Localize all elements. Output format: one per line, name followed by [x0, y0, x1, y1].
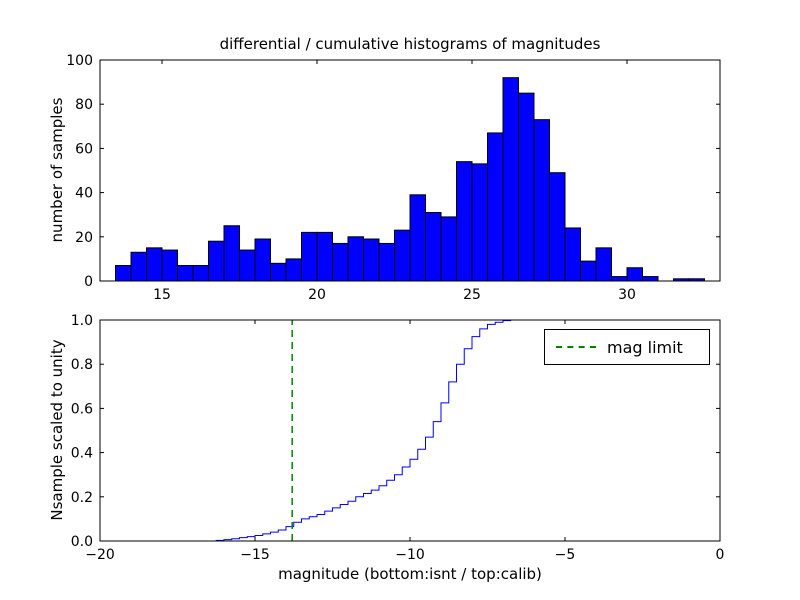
- histogram-bar: [642, 276, 659, 282]
- x-tick-label: −5: [555, 547, 576, 563]
- histogram-bar: [363, 238, 380, 282]
- histogram-bar: [394, 229, 411, 282]
- histogram-bar: [239, 249, 256, 282]
- histogram-bar: [177, 265, 194, 282]
- histogram-bar: [518, 92, 535, 282]
- histogram-bar: [130, 251, 147, 282]
- axes-frame: [99, 59, 721, 282]
- histogram-bar: [223, 225, 240, 282]
- x-tick-label: 20: [308, 287, 326, 303]
- x-tick-label: 30: [618, 287, 636, 303]
- legend: mag limit: [544, 329, 710, 365]
- histogram-bar: [626, 267, 643, 282]
- top-y-axis-label: number of samples: [48, 97, 66, 243]
- histogram-bar: [332, 242, 349, 282]
- y-tick-label: 0.2: [71, 490, 93, 506]
- y-tick-label: 0.4: [71, 446, 93, 462]
- histogram-bar: [533, 119, 550, 282]
- histogram-bar: [487, 132, 504, 282]
- y-tick-label: 20: [75, 230, 93, 246]
- cumulative-line: [100, 319, 720, 542]
- y-tick-label: 40: [75, 186, 93, 202]
- histogram-bar: [502, 77, 519, 282]
- y-tick-label: 0.6: [71, 401, 93, 417]
- histogram-bar: [549, 172, 566, 282]
- histogram-bar: [425, 211, 442, 282]
- y-tick-label: 0.0: [71, 534, 93, 550]
- dashed-line-icon: [556, 346, 596, 348]
- histogram-bar: [471, 163, 488, 282]
- histogram-bar: [161, 249, 178, 282]
- histogram-bar: [208, 240, 225, 282]
- histogram-bar: [115, 265, 132, 282]
- y-tick-label: 80: [75, 97, 93, 113]
- histogram-bar: [316, 231, 333, 282]
- legend-label: mag limit: [607, 337, 683, 357]
- histogram-bar: [456, 161, 473, 282]
- bottom-x-axis-label: magnitude (bottom:isnt / top:calib): [278, 565, 542, 583]
- x-tick-label: 25: [463, 287, 481, 303]
- histogram-bar: [409, 194, 426, 282]
- histogram-bar: [192, 265, 209, 282]
- y-tick-label: 100: [66, 53, 93, 69]
- x-tick-label: −20: [85, 547, 115, 563]
- y-tick-label: 0: [84, 274, 93, 290]
- y-tick-label: 60: [75, 141, 93, 157]
- y-tick-label: 0.8: [71, 357, 93, 373]
- histogram-bar: [254, 238, 271, 282]
- x-tick-label: −15: [240, 547, 270, 563]
- histogram-bar: [595, 247, 612, 282]
- histogram-bar: [347, 236, 364, 282]
- histogram-bar: [611, 276, 628, 282]
- histogram-bar: [564, 227, 581, 282]
- x-tick-label: −10: [395, 547, 425, 563]
- y-tick-label: 1.0: [71, 313, 93, 329]
- chart-title: differential / cumulative histograms of …: [219, 35, 601, 53]
- histogram-bar: [301, 231, 318, 282]
- x-tick-label: 15: [153, 287, 171, 303]
- histogram-bar: [440, 216, 457, 282]
- histogram-bar: [146, 247, 163, 282]
- bottom-y-axis-label: Nsample scaled to unity: [48, 339, 66, 521]
- x-tick-label: 0: [716, 547, 725, 563]
- histogram-bar: [580, 260, 597, 282]
- histogram-bar: [270, 262, 287, 282]
- histogram-bar: [285, 258, 302, 282]
- histogram-bar: [378, 242, 395, 282]
